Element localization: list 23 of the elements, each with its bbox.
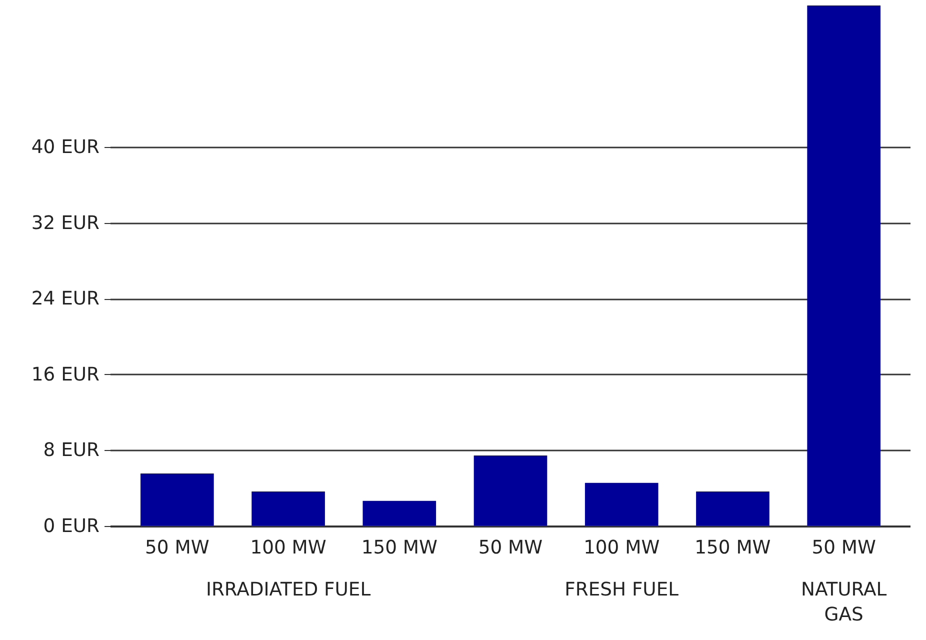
text: IRRADIATED FUEL — [206, 580, 372, 600]
bar — [140, 473, 214, 526]
x-tick-label: 100 MW — [250, 538, 326, 558]
text: FRESH FUEL — [564, 580, 680, 600]
y-tick-label: 16 EUR — [31, 364, 100, 386]
y-tick-label: 8 EUR — [43, 440, 100, 462]
bar — [474, 455, 548, 526]
y-tick-label: 0 EUR — [43, 516, 100, 537]
y-tick-label: 32 EUR — [31, 212, 100, 234]
bar — [362, 500, 436, 526]
bar — [807, 6, 880, 526]
y-tick-label: 40 EUR — [31, 137, 100, 158]
y-tick-label: 24 EUR — [31, 288, 100, 310]
x-tick-label: 50 MW — [145, 538, 210, 558]
bar — [584, 482, 658, 526]
x-tick-label: 100 MW — [584, 538, 660, 558]
x-tick-label: 50 MW — [812, 538, 876, 558]
x-tick-label: 50 MW — [478, 538, 543, 558]
x-tick-label: 150 MW — [694, 538, 771, 558]
text: NATURAL GAS — [800, 580, 888, 626]
bar — [696, 491, 770, 526]
bar — [252, 491, 325, 526]
x-tick-label: 150 MW — [361, 538, 438, 558]
